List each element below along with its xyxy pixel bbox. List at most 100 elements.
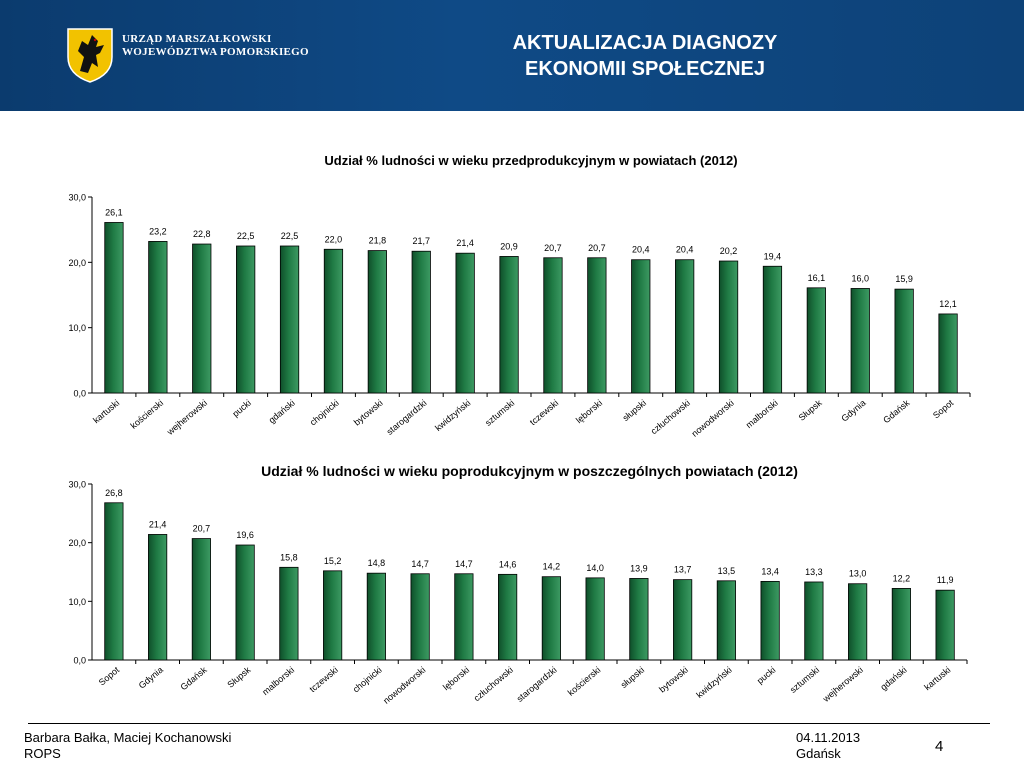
- bar-data-label: 19,6: [236, 530, 254, 540]
- y-tick-label: 20,0: [68, 538, 86, 548]
- slide-title: AKTUALIZACJA DIAGNOZY EKONOMII SPOŁECZNE…: [440, 30, 850, 82]
- x-category-label: tczewski: [307, 665, 339, 695]
- bar: [850, 288, 870, 394]
- x-category-label: kartuski: [922, 665, 952, 693]
- bar-data-label: 20,7: [544, 243, 562, 253]
- bar: [410, 573, 430, 661]
- bar: [673, 579, 693, 661]
- bar: [499, 256, 519, 394]
- bar: [762, 265, 783, 394]
- x-category-label: chojnicki: [308, 398, 341, 428]
- x-category-label: Gdańsk: [881, 397, 912, 425]
- bar: [235, 544, 255, 661]
- bar-data-label: 21,8: [369, 236, 387, 246]
- x-category-label: nowodworski: [381, 665, 427, 706]
- bar-data-label: 16,1: [808, 273, 826, 283]
- x-category-label: pucki: [230, 398, 253, 419]
- x-category-label: kościerski: [566, 665, 603, 698]
- x-category-label: lęborski: [574, 398, 604, 426]
- bar-data-label: 13,3: [805, 567, 823, 577]
- chart-postproductive-age: Udział % ludności w wieku poprodukcyjnym…: [0, 458, 1024, 720]
- slide-title-line2: EKONOMII SPOŁECZNEJ: [524, 58, 766, 80]
- bar-data-label: 20,4: [676, 245, 694, 255]
- x-category-label: Słupsk: [225, 664, 253, 689]
- x-category-label: tczewski: [528, 398, 560, 428]
- bar: [716, 580, 736, 661]
- slide-title-line1: AKTUALIZACJA DIAGNOZY: [512, 32, 778, 54]
- footer-date: 04.11.2013: [796, 730, 861, 745]
- bar: [236, 245, 256, 394]
- footer-divider: [28, 723, 990, 724]
- bar-data-label: 13,7: [674, 565, 692, 575]
- x-category-label: Gdańsk: [179, 664, 210, 692]
- bar-data-label: 12,2: [893, 573, 911, 583]
- bar-data-label: 15,8: [280, 552, 298, 562]
- bar-data-label: 19,4: [764, 251, 782, 261]
- bar-data-label: 13,5: [718, 566, 736, 576]
- x-category-label: starogardzki: [385, 398, 429, 437]
- bar-data-label: 14,0: [586, 563, 604, 573]
- x-category-label: gdański: [267, 398, 297, 426]
- bar-data-label: 14,7: [455, 559, 473, 569]
- bar-data-label: 26,8: [105, 488, 123, 498]
- chart-title: Udział % ludności w wieku przedprodukcyj…: [324, 153, 737, 168]
- x-category-label: kwidzyński: [433, 398, 472, 433]
- bar: [938, 313, 958, 394]
- x-category-label: wejherowski: [820, 665, 865, 705]
- x-category-label: Gdynia: [839, 398, 867, 424]
- bar-data-label: 22,5: [237, 231, 255, 241]
- y-tick-label: 20,0: [68, 258, 86, 268]
- chart-title: Udział % ludności w wieku poprodukcyjnym…: [261, 463, 798, 479]
- bar-data-label: 15,9: [895, 274, 913, 284]
- chart-postproductive-svg: Udział % ludności w wieku poprodukcyjnym…: [68, 463, 968, 706]
- bar-data-label: 14,7: [411, 559, 429, 569]
- bar: [279, 566, 299, 661]
- bar-data-label: 14,2: [543, 562, 561, 572]
- x-category-label: Gdynia: [137, 665, 165, 691]
- bar: [629, 578, 649, 661]
- bar-data-label: 23,2: [149, 226, 167, 236]
- bar-data-label: 22,5: [281, 231, 299, 241]
- x-category-label: pucki: [755, 665, 778, 686]
- bar-data-label: 21,4: [456, 238, 474, 248]
- bar-data-label: 20,4: [632, 245, 650, 255]
- bar: [935, 589, 955, 661]
- organization-name: URZĄD MARSZAŁKOWSKI WOJEWÓDZTWA POMORSKI…: [122, 33, 309, 59]
- bar-data-label: 21,7: [412, 236, 430, 246]
- x-category-label: słupski: [619, 665, 647, 690]
- bar: [104, 222, 124, 394]
- x-category-label: kościerski: [128, 398, 165, 431]
- x-category-label: Słupsk: [797, 397, 825, 422]
- footer-city: Gdańsk: [796, 746, 841, 761]
- y-tick-label: 0,0: [73, 389, 86, 399]
- bar: [585, 577, 605, 661]
- chart-preproductive-svg: Udział % ludności w wieku przedprodukcyj…: [68, 153, 971, 439]
- bar: [541, 576, 561, 661]
- y-tick-label: 30,0: [68, 193, 86, 203]
- bar-data-label: 22,0: [325, 234, 343, 244]
- bar: [804, 581, 824, 661]
- bar-data-label: 16,0: [851, 273, 869, 283]
- bar: [279, 245, 300, 394]
- x-category-label: bytowski: [352, 398, 385, 428]
- chart-preproductive-age: Udział % ludności w wieku przedprodukcyj…: [0, 150, 1024, 450]
- bar: [848, 583, 868, 661]
- bar-data-label: 11,9: [937, 575, 954, 585]
- x-category-label: człuchowski: [472, 665, 515, 704]
- bar: [367, 250, 387, 394]
- org-name-line1: URZĄD MARSZAŁKOWSKI: [122, 33, 272, 45]
- bar: [631, 259, 651, 394]
- footer-date-place: 04.11.2013 Gdańsk: [796, 730, 860, 762]
- bar-data-label: 13,9: [630, 563, 648, 573]
- bar: [366, 572, 386, 661]
- x-category-label: Sopot: [931, 397, 956, 420]
- bar: [587, 257, 607, 394]
- bar-data-label: 20,2: [720, 246, 738, 256]
- x-category-label: starogardzki: [515, 665, 559, 704]
- bar: [148, 241, 168, 394]
- bar-data-label: 22,8: [193, 229, 211, 239]
- bar-data-label: 26,1: [105, 207, 123, 217]
- bar: [323, 248, 344, 394]
- bar-data-label: 13,0: [849, 569, 867, 579]
- x-category-label: wejherowski: [164, 398, 209, 438]
